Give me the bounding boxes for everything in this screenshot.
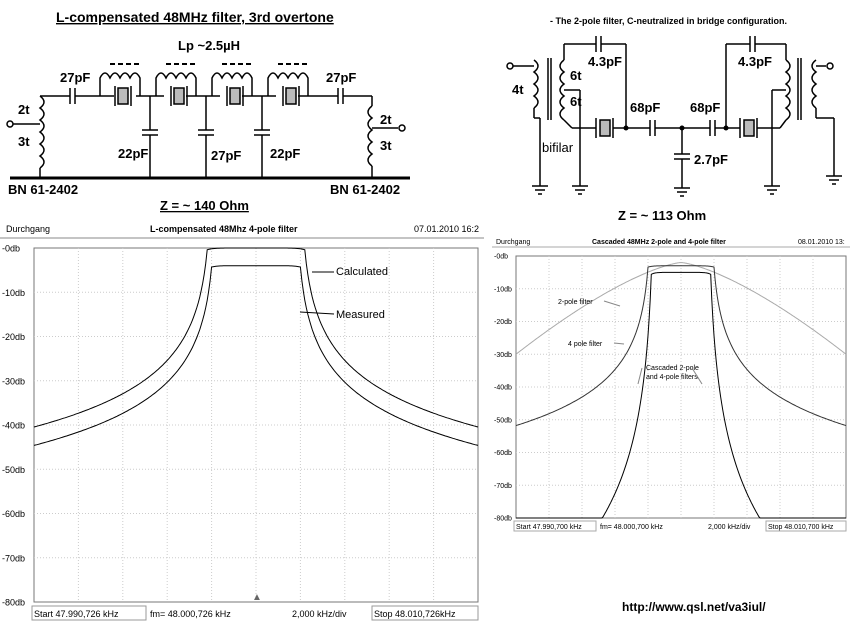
- cap-shunt-3-label: 22pF: [270, 146, 300, 161]
- left-schematic-title: L-compensated 48MHz filter, 3rd overtone: [56, 9, 334, 25]
- left-plot-title: L-compensated 48Mhz 4-pole filter: [150, 224, 298, 234]
- cap-series-right-label: 68pF: [690, 100, 720, 115]
- cap-neutral-right-label: 4.3pF: [738, 54, 772, 69]
- right-plot-date: 08.01.2010 13:: [798, 239, 845, 246]
- left-plot-div: 2,000 kHz/div: [292, 609, 347, 619]
- right-plot-tick-label: -60db: [494, 450, 512, 457]
- left-plot-stop: Stop 48.010,726kHz: [374, 609, 456, 619]
- right-plot-tick-label: -10db: [494, 286, 512, 293]
- right-plot-tick-label: -20db: [494, 319, 512, 326]
- cap-series-left-label: 68pF: [630, 100, 660, 115]
- source-url: http://www.qsl.net/va3iul/: [622, 600, 766, 614]
- left-plot-tick-label: -50db: [2, 465, 25, 475]
- right-plot: Durchgang Cascaded 48MHz 2-pole and 4-po…: [492, 234, 850, 534]
- core-left-label: BN 61-2402: [8, 182, 78, 197]
- measured-label: Measured: [336, 309, 385, 321]
- left-plot-start: Start 47.990,726 kHz: [34, 609, 119, 619]
- left-plot-date: 07.01.2010 16:2: [414, 224, 479, 234]
- right-plot-tick-label: -70db: [494, 483, 512, 490]
- cascaded-label-2: and 4-pole filters: [646, 374, 698, 381]
- left-plot: Durchgang L-compensated 48Mhz 4-pole fil…: [0, 220, 484, 626]
- winding-right-top: 2t: [380, 112, 392, 127]
- right-schematic-title: - The 2-pole filter, C-neutralized in br…: [550, 16, 787, 26]
- left-plot-tick-label: -60db: [2, 509, 25, 519]
- left-plot-tick-label: -70db: [2, 553, 25, 563]
- winding-left-bottom: 3t: [18, 134, 30, 149]
- calculated-label: Calculated: [336, 266, 388, 278]
- left-plot-tick-label: -0db: [2, 244, 20, 254]
- cap-shunt-label: 2.7pF: [694, 152, 728, 167]
- left-plot-center: fm= 48.000,726 kHz: [150, 609, 231, 619]
- svg-text:▲: ▲: [252, 592, 262, 603]
- right-schematic: - The 2-pole filter, C-neutralized in br…: [506, 16, 842, 223]
- left-plot-tick-label: -80db: [2, 598, 25, 608]
- bifilar-label: bifilar: [542, 140, 574, 155]
- calculated-curve: [33, 247, 479, 428]
- winding-right-bottom: 3t: [380, 138, 392, 153]
- two-pole-label: 2-pole filter: [558, 299, 593, 306]
- right-plot-tick-label: -0db: [494, 254, 508, 261]
- winding-sec-bottom-label: 6t: [570, 94, 582, 109]
- left-plot-tick-label: -40db: [2, 421, 25, 431]
- left-plot-tick-label: -30db: [2, 376, 25, 386]
- cascaded-curve: [516, 271, 846, 519]
- lp-label: Lp ~2.5µH: [178, 38, 240, 53]
- right-plot-div: 2,000 kHz/div: [708, 524, 751, 531]
- right-plot-tick-label: -30db: [494, 352, 512, 359]
- cap-shunt-2-label: 27pF: [211, 148, 241, 163]
- measured-curve: [33, 265, 479, 446]
- winding-sec-top-label: 6t: [570, 68, 582, 83]
- cap-series-right-label: 27pF: [326, 70, 356, 85]
- left-plot-mode: Durchgang: [6, 224, 50, 234]
- winding-left-top: 2t: [18, 102, 30, 117]
- impedance-left-label: Z = ~ 140 Ohm: [160, 198, 249, 213]
- cap-neutral-left-label: 4.3pF: [588, 54, 622, 69]
- four-pole-label: 4 pole filter: [568, 341, 603, 348]
- impedance-right-label: Z = ~ 113 Ohm: [618, 208, 706, 223]
- right-plot-tick-label: -50db: [494, 417, 512, 424]
- winding-primary-label: 4t: [512, 82, 524, 97]
- four-pole-curve: [515, 265, 847, 427]
- cascaded-label-1: Cascaded 2-pole: [646, 365, 699, 372]
- two-pole-curve: [515, 262, 847, 355]
- right-plot-stop: Stop 48.010,700 kHz: [768, 524, 834, 531]
- left-plot-tick-label: -10db: [2, 288, 25, 298]
- left-schematic: L-compensated 48MHz filter, 3rd overtone…: [6, 9, 410, 213]
- cap-shunt-1-label: 22pF: [118, 146, 148, 161]
- right-plot-center: fm= 48.000,700 kHz: [600, 524, 663, 531]
- cap-series-left-label: 27pF: [60, 70, 90, 85]
- left-plot-tick-label: -20db: [2, 332, 25, 342]
- right-plot-tick-label: -40db: [494, 385, 512, 392]
- right-plot-tick-label: -80db: [494, 516, 512, 523]
- right-plot-start: Start 47.990,700 kHz: [516, 524, 582, 531]
- right-plot-title: Cascaded 48MHz 2-pole and 4-pole filter: [592, 239, 726, 246]
- right-plot-mode: Durchgang: [496, 239, 530, 246]
- core-right-label: BN 61-2402: [330, 182, 400, 197]
